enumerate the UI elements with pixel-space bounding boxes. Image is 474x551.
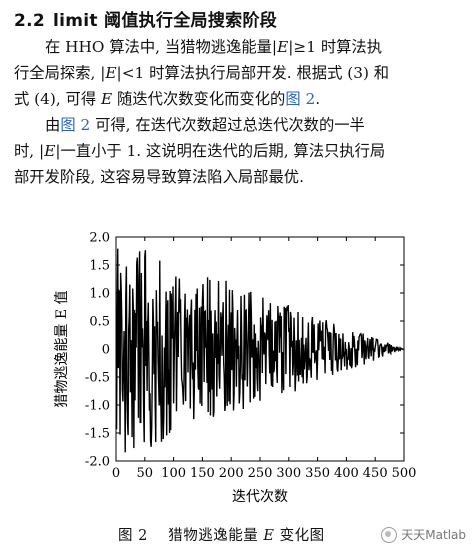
x-tick-label: 400 <box>334 466 359 481</box>
x-tick-label: 450 <box>363 466 388 481</box>
caption-label: 图 2 <box>118 528 148 544</box>
watermark: 天天Matlab <box>381 526 466 543</box>
figure-caption: 图 2 猎物逃逸能量 E 变化图 <box>118 528 325 544</box>
y-tick-label: 0.5 <box>89 315 110 330</box>
paragraph-2-line-1: 由图 2 可得, 在迭代次数超过总迭代次数的一半 <box>45 116 365 134</box>
paragraph-1-line-3: 式 (4), 可得 E 随迭代次数变化而变化的图 2. <box>14 90 321 108</box>
x-tick-label: 250 <box>248 466 273 481</box>
energy-chart: 0 50 100 150 200 250 300 350 400 450 500 2.0 1.5 1.0 0… <box>54 231 416 506</box>
figure-2-link-2[interactable]: 图 2 <box>60 116 91 134</box>
y-axis-label: 猎物逃逸能量 E 值 <box>54 290 70 407</box>
figure-2-link[interactable]: 图 2 <box>285 90 316 108</box>
energy-series-line <box>115 248 405 453</box>
x-tick-label: 0 <box>112 466 120 481</box>
x-tick-label: 50 <box>137 466 154 481</box>
x-tick-label: 150 <box>190 466 215 481</box>
x-tick-label: 350 <box>305 466 330 481</box>
x-tick-label: 500 <box>392 466 417 481</box>
y-tick-label: -2.0 <box>85 455 110 470</box>
y-tick-label: 0 <box>102 343 110 358</box>
y-tick-label: 2.0 <box>89 231 110 246</box>
section-heading: 2.2 limit 阈值执行全局搜索阶段 <box>14 6 277 31</box>
paragraph-2-line-3: 部开发阶段, 这容易导致算法陷入局部最优. <box>14 168 304 186</box>
paragraph-2-line-2: 时, |E|一直小于 1. 这说明在迭代的后期, 算法只执行局 <box>14 142 386 160</box>
plot-area <box>115 248 405 453</box>
x-tick-label: 300 <box>276 466 301 481</box>
axes: 0 50 100 150 200 250 300 350 400 450 500 2.0 1.5 1.0 0… <box>54 231 416 506</box>
y-tick-label: 1.0 <box>89 287 110 302</box>
paragraph-1: 在 HHO 算法中, 当猎物逃逸能量|E|≥1 时算法执 行全局探索, |E|<… <box>14 34 460 112</box>
x-tick-label: 200 <box>219 466 244 481</box>
x-tick-label: 100 <box>161 466 186 481</box>
paragraph-1-line-2: 行全局探索, |E|<1 时算法执行局部开发. 根据式 (3) 和 <box>14 64 390 82</box>
y-tick-label: -0.5 <box>85 371 110 386</box>
wechat-icon <box>381 526 398 543</box>
paragraph-1-line-1: 在 HHO 算法中, 当猎物逃逸能量|E|≥1 时算法执 <box>45 38 383 56</box>
watermark-text: 天天Matlab <box>401 528 466 542</box>
y-tick-label: -1.5 <box>85 427 110 442</box>
y-tick-label: -1.0 <box>85 399 110 414</box>
x-axis-label: 迭代次数 <box>232 489 288 505</box>
y-tick-label: 1.5 <box>89 259 110 274</box>
section-number: 2.2 <box>14 11 46 31</box>
paragraph-2: 由图 2 可得, 在迭代次数超过总迭代次数的一半 时, |E|一直小于 1. 这… <box>14 112 460 190</box>
section-title: limit 阈值执行全局搜索阶段 <box>53 11 278 31</box>
